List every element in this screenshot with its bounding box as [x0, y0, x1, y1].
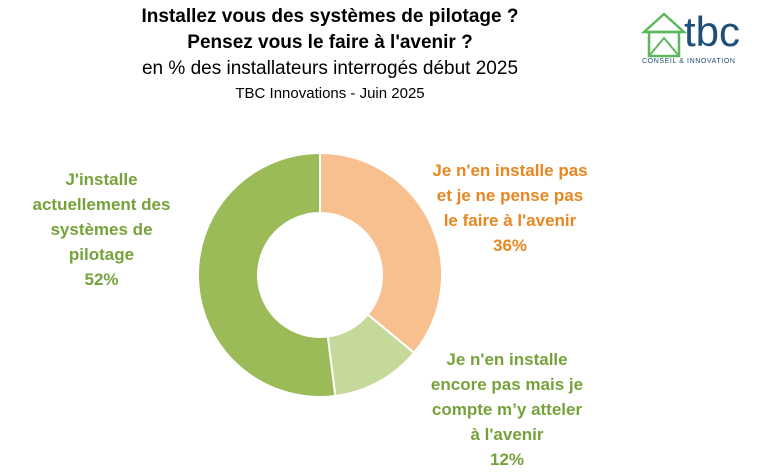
house-icon: [640, 12, 688, 58]
tbc-logo: tbc CONSEIL & INNOVATION: [640, 8, 765, 68]
label-not-planned: Je n'en installe pas et je ne pense pas …: [432, 161, 588, 255]
slice-not-planned: [319, 151, 443, 355]
label-installed: J'installe actuellement des systèmes de …: [32, 170, 171, 289]
chart-title-line1: Installez vous des systèmes de pilotage …: [141, 6, 519, 27]
chart-source: TBC Innovations - Juin 2025: [235, 85, 425, 102]
label-planned: Je n'en installe encore pas mais je comp…: [430, 350, 584, 469]
logo-tagline: CONSEIL & INNOVATION: [642, 58, 736, 65]
chart-header: Installez vous des systèmes de pilotage …: [0, 4, 660, 105]
chart-subtitle: en % des installateurs interrogés début …: [141, 58, 519, 79]
slice-installed: [197, 151, 337, 398]
logo-text: tbc: [684, 8, 741, 55]
chart-title-line2: Pensez vous le faire à l'avenir ?: [187, 32, 473, 53]
